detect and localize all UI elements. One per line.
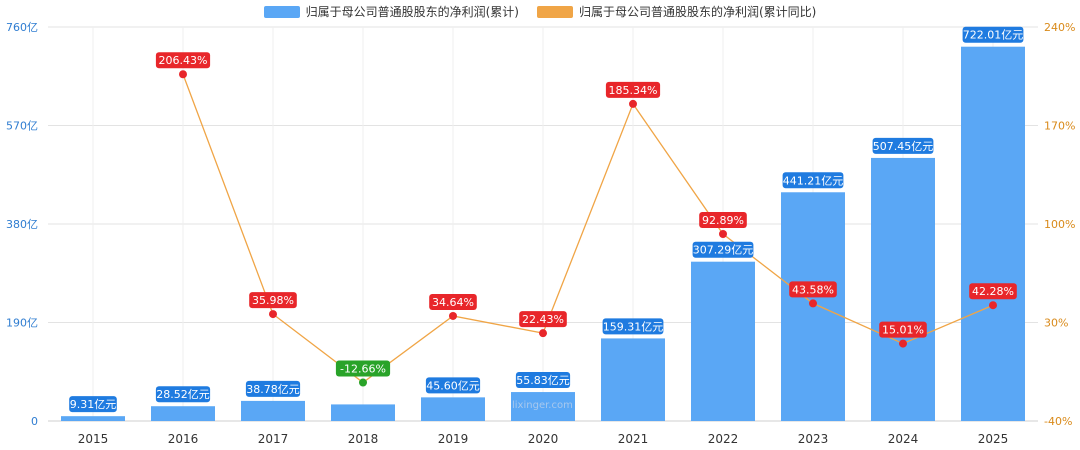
line-data-label: 42.28%: [972, 285, 1014, 298]
bar: [691, 261, 755, 421]
x-axis-tick-label: 2023: [798, 432, 829, 446]
bar-data-label-bg: [515, 372, 571, 389]
bar-data-label-bg: [782, 172, 844, 189]
x-axis-tick-label: 2022: [708, 432, 739, 446]
bar-data-label: 307.29亿元: [693, 244, 754, 257]
line-data-label-bg: [699, 212, 747, 229]
bar-data-label-bg: [692, 241, 754, 258]
line-point: [989, 301, 997, 310]
x-axis-tick-label: 2021: [618, 432, 649, 446]
bar: [61, 416, 125, 421]
line-point: [719, 230, 727, 239]
bar-data-label: 55.83亿元: [516, 374, 570, 387]
bar: [241, 400, 305, 421]
line-point: [899, 339, 907, 348]
line-data-label-bg: [249, 292, 297, 309]
line-data-label-bg: [969, 283, 1017, 300]
right-axis-tick-label: 170%: [1044, 120, 1075, 133]
line-point: [539, 329, 547, 338]
line-data-label-bg: [519, 311, 567, 328]
bar: [151, 406, 215, 421]
bar-data-label: 38.78亿元: [246, 383, 300, 396]
bar: [601, 338, 665, 421]
right-axis-tick-label: 100%: [1044, 218, 1075, 231]
bar-data-label: 507.45亿元: [873, 140, 934, 153]
line-point: [179, 70, 187, 79]
bar: [871, 157, 935, 421]
line-data-label: 206.43%: [159, 54, 208, 67]
line-data-label-bg: [789, 281, 837, 298]
bar: [961, 46, 1025, 421]
bar-data-label-bg: [425, 377, 481, 394]
line-data-label-bg: [335, 360, 391, 377]
line-data-label: 35.98%: [252, 294, 294, 307]
left-axis-tick-label: 0: [31, 415, 38, 428]
right-axis-tick-label: 240%: [1044, 21, 1075, 34]
x-axis-tick-label: 2025: [978, 432, 1009, 446]
line-data-label: 92.89%: [702, 214, 744, 227]
right-axis-tick-label: 30%: [1044, 317, 1068, 330]
bar-data-label-bg: [155, 386, 211, 403]
bar-data-label-bg: [245, 380, 301, 397]
line-data-label-bg: [879, 321, 927, 338]
bar-data-label: 722.01亿元: [963, 29, 1024, 42]
x-axis-tick-label: 2019: [438, 432, 469, 446]
bar-data-label: 9.31亿元: [70, 398, 117, 411]
line-point: [269, 310, 277, 319]
bar-data-label-bg: [69, 396, 117, 413]
legend-item-bar[interactable]: 归属于母公司普通股股东的净利润(累计): [263, 3, 519, 20]
line-point: [359, 378, 367, 387]
x-axis-tick-label: 2024: [888, 432, 919, 446]
bar-data-label: 441.21亿元: [783, 174, 844, 187]
line-data-label-bg: [429, 293, 477, 310]
chart-legend: 归属于母公司普通股股东的净利润(累计) 归属于母公司普通股股东的净利润(累计同比…: [0, 3, 1080, 20]
legend-label-line: 归属于母公司普通股股东的净利润(累计同比): [579, 5, 817, 19]
line-point: [629, 99, 637, 108]
legend-swatch-line: [537, 5, 573, 18]
line-data-label: 15.01%: [882, 324, 924, 337]
legend-swatch-bar: [263, 5, 300, 18]
left-axis-tick-label: 380亿: [6, 218, 38, 231]
left-axis-tick-label: 570亿: [6, 120, 38, 133]
line-data-label-bg: [605, 81, 661, 98]
bar: [331, 404, 395, 421]
line-point: [449, 311, 457, 320]
line-data-label: 43.58%: [792, 283, 834, 296]
watermark: lixinger.com: [512, 400, 573, 411]
line-data-label: -12.66%: [340, 363, 386, 376]
bar: [421, 397, 485, 421]
line-series-path: [182, 74, 994, 384]
legend-item-line[interactable]: 归属于母公司普通股股东的净利润(累计同比): [537, 3, 816, 20]
bar-data-label: 159.31亿元: [603, 320, 664, 333]
x-axis-tick-label: 2018: [348, 432, 379, 446]
x-axis-tick-label: 2020: [528, 432, 559, 446]
bar-data-label: 28.52亿元: [156, 388, 210, 401]
bar-data-label: 45.60亿元: [426, 379, 480, 392]
bar-data-label-bg: [602, 318, 664, 335]
left-axis-tick-label: 190亿: [6, 317, 38, 330]
bar-data-label-bg: [872, 137, 934, 154]
line-data-label: 185.34%: [609, 84, 658, 97]
bar: [511, 392, 575, 421]
right-axis-tick-label: -40%: [1044, 415, 1072, 428]
line-data-label-bg: [155, 52, 211, 69]
line-data-label: 22.43%: [522, 313, 564, 326]
left-axis-tick-label: 760亿: [6, 21, 38, 34]
x-axis-tick-label: 2015: [78, 432, 109, 446]
x-axis-tick-label: 2017: [258, 432, 289, 446]
x-axis-tick-label: 2016: [168, 432, 199, 446]
line-point: [809, 299, 817, 308]
line-data-label: 34.64%: [432, 296, 474, 309]
bar-data-label-bg: [962, 26, 1024, 43]
legend-label-bar: 归属于母公司普通股股东的净利润(累计): [305, 5, 519, 19]
